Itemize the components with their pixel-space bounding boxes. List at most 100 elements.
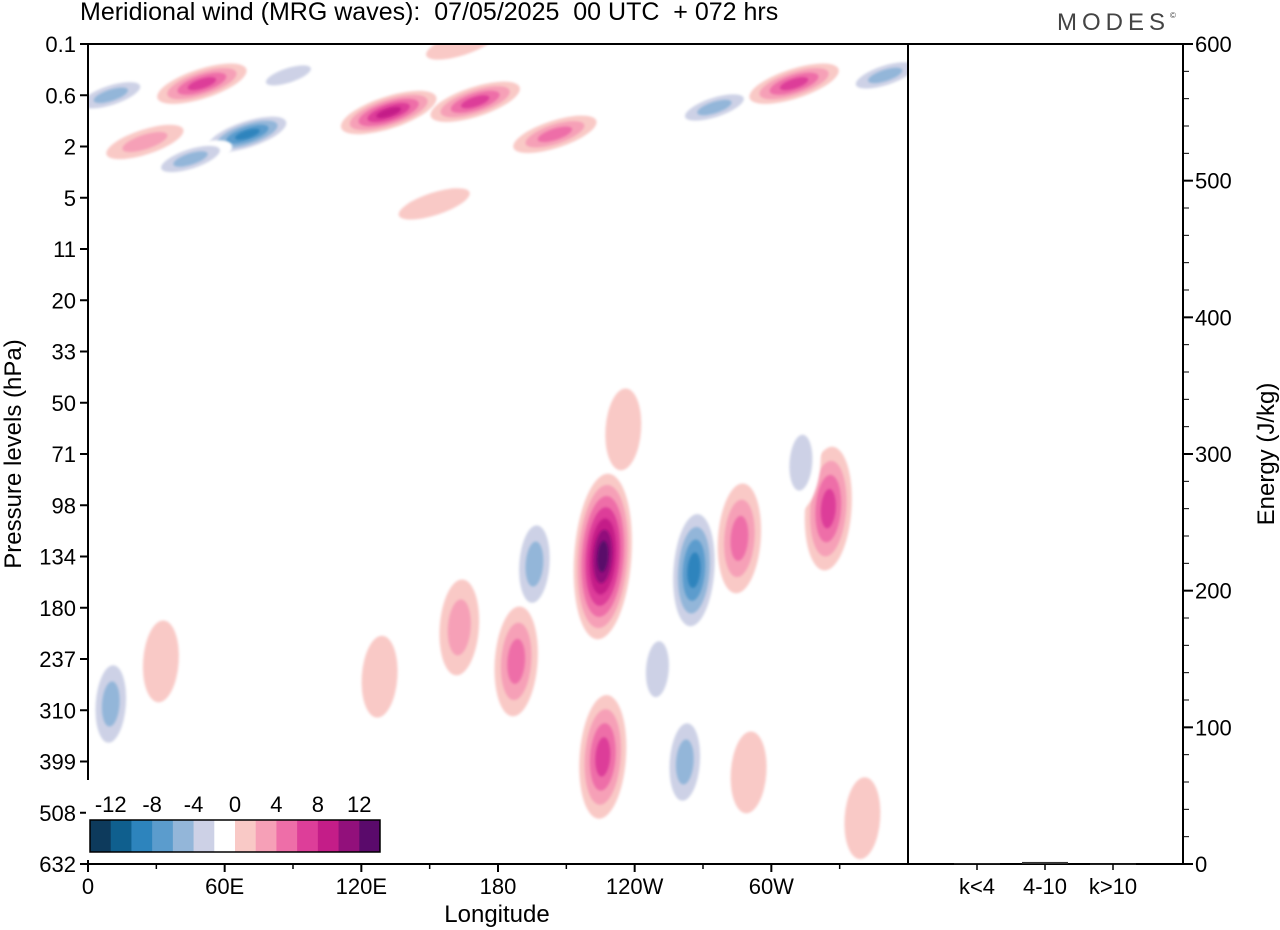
wind-contour — [804, 153, 876, 185]
y-tick-label: 5 — [64, 186, 76, 211]
energy-bar — [954, 863, 1000, 865]
y-tick-label: 98 — [52, 493, 76, 518]
wind-cell — [781, 414, 821, 511]
colorbar-swatch — [235, 820, 257, 852]
wind-contour — [447, 599, 471, 656]
wind-contour — [789, 434, 813, 491]
wind-contour — [142, 620, 179, 703]
wind-cell — [439, 579, 480, 676]
colorbar-swatch — [214, 820, 236, 852]
wind-cell — [573, 473, 632, 640]
wind-cell — [579, 695, 627, 819]
wind-contour — [595, 737, 611, 777]
wind-contour — [361, 635, 398, 718]
x-tick-label: 0 — [82, 874, 94, 899]
energy-axis-label: Energy (J/kg) — [1253, 383, 1280, 526]
wind-contour — [173, 151, 208, 167]
wind-contour — [426, 44, 498, 60]
colorbar-tick-label: -4 — [184, 792, 204, 817]
wind-cell — [106, 124, 184, 160]
wind-cell — [637, 621, 678, 718]
wind-cell — [804, 153, 876, 185]
colorbar-swatch — [297, 820, 319, 852]
y-tick-label: 2 — [64, 135, 76, 160]
energy-tick-label: 200 — [1195, 579, 1232, 604]
energy-tick-label: 100 — [1195, 715, 1232, 740]
y-tick-label: 11 — [53, 237, 76, 262]
y-tick-label: 632 — [39, 852, 76, 877]
wind-contour — [507, 638, 526, 684]
wind-cell — [844, 777, 881, 860]
wind-contour-field — [88, 44, 908, 860]
wind-cell — [843, 56, 908, 95]
y-tick-label: 33 — [52, 340, 76, 365]
wind-cell — [142, 620, 179, 703]
colorbar-swatch — [90, 820, 112, 852]
wind-contour — [697, 99, 732, 116]
wind-contour — [730, 731, 767, 814]
wind-contour — [820, 488, 836, 529]
wind-contour — [398, 188, 470, 220]
wind-contour — [530, 746, 567, 828]
wind-cell — [104, 410, 141, 493]
colorbar: -12 -8 -4 0 4 8 12 — [86, 780, 386, 860]
colorbar-swatch — [317, 820, 340, 852]
wind-cell — [89, 649, 133, 759]
energy-category-label: k>10 — [1089, 874, 1137, 899]
wind-contour — [730, 515, 749, 561]
brand-name: MODES — [1057, 9, 1171, 36]
colorbar-tick-label: 8 — [312, 792, 324, 817]
energy-bar — [1022, 861, 1068, 864]
wind-cell — [513, 115, 597, 153]
energy-tick-label: 0 — [1195, 852, 1207, 877]
x-tick-label: 120E — [336, 874, 387, 899]
x-tick-label: 120W — [606, 874, 664, 899]
wind-cell — [148, 140, 233, 178]
energy-frame — [907, 43, 1184, 865]
colorbar-swatch — [276, 820, 298, 852]
chart-title: Meridional wind (MRG waves): 07/05/2025 … — [80, 0, 779, 26]
wind-contour — [101, 681, 120, 727]
wind-cell — [668, 501, 720, 640]
wind-contour — [867, 67, 903, 84]
wind-contour — [844, 777, 881, 860]
x-axis-label: Longitude — [444, 901, 549, 928]
wind-cell — [398, 188, 470, 220]
wind-cell — [88, 76, 153, 114]
colorbar-swatch — [359, 820, 381, 852]
energy-bar-panel: 0 100 200 300 400 500 600 k<4 4-10 k>10 Energy (J/… — [907, 32, 1280, 899]
y-axis-label: Pressure levels (hPa) — [0, 339, 27, 568]
wind-cell — [157, 63, 247, 104]
wind-contour — [138, 259, 175, 342]
wind-cell — [361, 635, 398, 718]
colorbar-swatch — [172, 820, 195, 852]
wind-contour — [597, 540, 609, 573]
wind-cell — [530, 746, 567, 828]
wind-cell — [430, 81, 520, 122]
wind-cell — [605, 388, 642, 471]
colorbar-tick-label: 12 — [347, 792, 371, 817]
brand-mark: © — [1170, 11, 1176, 20]
wind-cell — [663, 707, 707, 817]
wind-contour — [93, 87, 129, 104]
y-tick-label: 134 — [39, 545, 76, 570]
colorbar-swatch — [255, 820, 277, 852]
wind-contour — [645, 641, 669, 698]
energy-tick-label: 300 — [1195, 442, 1232, 467]
wind-contour — [779, 77, 809, 91]
energy-tick-label: 600 — [1195, 32, 1232, 57]
wind-contour — [104, 410, 141, 493]
colorbar-tick-label: -12 — [95, 792, 127, 817]
wind-cell — [672, 88, 757, 127]
wind-cell — [249, 58, 328, 93]
y-tick-label: 0.6 — [45, 83, 76, 108]
brand-logo: MODES© — [1057, 9, 1176, 37]
x-tick-label: 60E — [205, 874, 244, 899]
y-tick-label: 0.1 — [45, 32, 76, 57]
energy-tick-label: 400 — [1195, 305, 1232, 330]
wind-contour — [537, 126, 573, 143]
wind-cell — [717, 483, 762, 594]
colorbar-tick-label: 4 — [270, 792, 282, 817]
colorbar-swatch — [131, 820, 153, 852]
